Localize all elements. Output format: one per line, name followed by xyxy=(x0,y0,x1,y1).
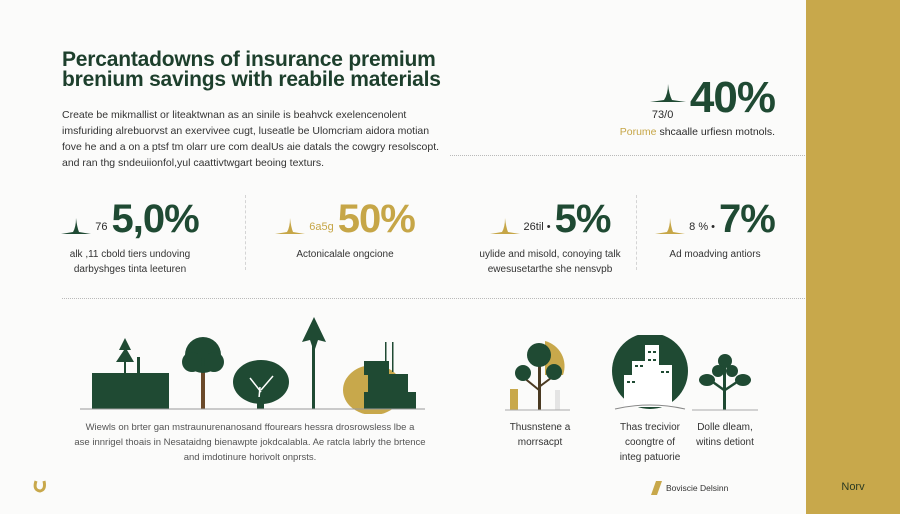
stat-prefix: 6a5g xyxy=(309,221,334,233)
stat-prefix: 8 % • xyxy=(689,221,716,233)
feature-item: Thusnstene a morrsacpt xyxy=(505,335,575,450)
feature-item: Thas trecivior coongtre of integ patuorie xyxy=(600,333,700,465)
sparkle-icon xyxy=(649,84,686,102)
sprout-icon xyxy=(692,354,758,411)
stat-caption: uylide and misold, conoying talk xyxy=(479,249,621,260)
stat-caption: alk ,11 cbold tiers undoving xyxy=(69,249,191,260)
intro-line: and ran thg sndeuiionfol,yul caattivtwga… xyxy=(62,157,325,169)
sparkle-icon xyxy=(61,218,92,234)
illustration-caption: Wiewls on brter gan mstraunurenanosand f… xyxy=(65,420,435,465)
oak-tree-icon xyxy=(233,360,289,410)
city-buildings-icon xyxy=(612,333,688,410)
feature-caption: Thusnstene a xyxy=(509,422,571,433)
sparkle-icon xyxy=(275,218,306,234)
stat-card: 76 5,0% alk ,11 cbold tiers undoving darby… xyxy=(35,195,225,277)
intro-line: Create be mikmallist or liteaktwnan as a… xyxy=(62,109,407,121)
feature-caption: Dolle dleam, xyxy=(697,422,753,433)
stat-card: 8 % • 7% Ad moadving antiors xyxy=(620,195,810,262)
title-line: brenium savings with reabile materials xyxy=(62,68,441,91)
materials-illustration xyxy=(80,317,425,414)
sidebar-label: Norv xyxy=(841,481,865,493)
stat-caption: darbyshges tinta leeturen xyxy=(73,264,187,275)
brand-name: Boviscie Delsinn xyxy=(666,483,729,493)
stacked-blocks-icon xyxy=(343,342,416,414)
hero-value: 40% xyxy=(689,73,776,122)
stat-value: 50% xyxy=(337,197,416,241)
stat-prefix: 26til • xyxy=(523,221,551,233)
tree-icon xyxy=(182,337,224,409)
stat-value: 5% xyxy=(554,197,612,241)
sparkle-icon xyxy=(489,218,520,234)
planter-box-icon xyxy=(92,338,169,409)
hero-prefix: 73/0 xyxy=(651,109,674,121)
stat-caption: Actonicalale ongcione xyxy=(296,249,394,260)
stat-prefix: 76 xyxy=(95,221,108,233)
caption-line: and imdotinure horivolt onprsts. xyxy=(183,452,317,463)
refresh-logo-icon xyxy=(33,480,46,493)
divider xyxy=(62,298,805,299)
divider xyxy=(636,195,637,270)
stat-caption: ewesusetarthe she nensvpb xyxy=(487,264,613,275)
caption-line: ase innrigel thoais in Nesataidng bienaw… xyxy=(74,437,426,448)
sparkle-icon xyxy=(655,218,686,234)
stat-value: 7% xyxy=(719,197,776,241)
gold-sidebar: Norv xyxy=(806,0,900,514)
feature-caption: Thas trecivior xyxy=(619,422,680,433)
tree-icon xyxy=(505,341,570,411)
hero-caption-accent: Porume xyxy=(619,126,657,138)
feature-item: Dolle dleam, witins detiont xyxy=(690,335,760,450)
brand-logo-icon xyxy=(651,481,662,495)
feature-caption: witins detiont xyxy=(696,437,754,448)
title-line: Percantadowns of insurance premium xyxy=(62,48,436,71)
stat-value: 5,0% xyxy=(111,197,200,241)
divider xyxy=(450,155,805,156)
stat-caption: Ad moadving antiors xyxy=(669,249,761,260)
stat-card: 6a5g 50% Actonicalale ongcione xyxy=(250,195,440,262)
intro-line: fove he and a on a ptsf tm olarr ure com… xyxy=(62,141,440,153)
arrow-tree-icon xyxy=(302,317,326,409)
feature-caption: integ patuorie xyxy=(619,452,681,463)
footer-brand: Boviscie Delsinn xyxy=(648,481,728,495)
divider xyxy=(245,195,246,270)
intro-paragraph: Create be mikmallist or liteaktwnan as a… xyxy=(62,107,462,171)
caption-line: Wiewls on brter gan mstraunurenanosand f… xyxy=(85,422,415,433)
stat-card: 26til • 5% uylide and misold, conoying ta… xyxy=(455,195,645,277)
page-title: Percantadowns of insurance premium breni… xyxy=(62,48,441,91)
hero-caption: shcaalle urfiesn motnols. xyxy=(659,126,775,138)
feature-caption: morrsacpt xyxy=(517,437,563,448)
feature-caption: coongtre of xyxy=(624,437,676,448)
hero-stat: 73/0 40% Porume shcaalle urfiesn motnols… xyxy=(600,73,776,139)
intro-line: imsfuriding alrebuorvst an exervivee cug… xyxy=(62,125,430,137)
